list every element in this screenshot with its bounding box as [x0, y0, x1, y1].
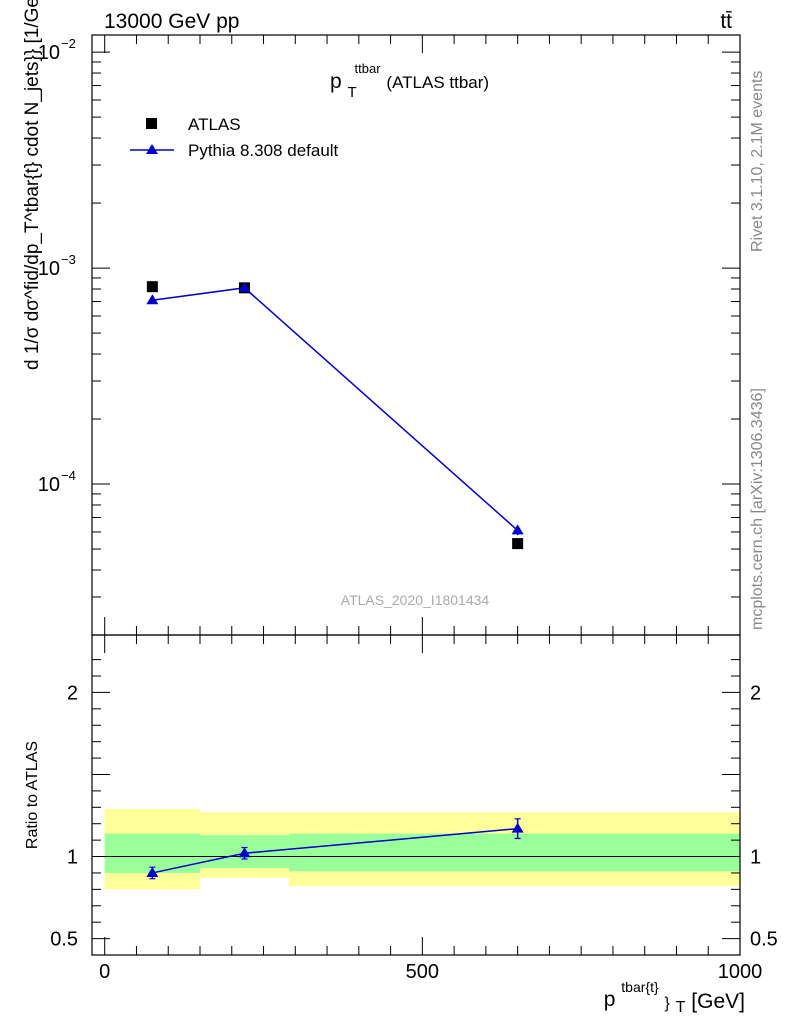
ratio-x-axis-ticks: 0 500 1000	[99, 635, 762, 983]
x-axis-label-sub2: T	[676, 999, 686, 1016]
legend-marker-pythia	[146, 144, 158, 154]
main-y-tick-exponent: −4	[61, 468, 76, 483]
x-axis-label-sub: }	[664, 995, 670, 1012]
atlas-point	[512, 538, 524, 550]
header-right-label: tt̄	[720, 10, 732, 33]
main-y-axis-label: d 1/σ dσ^fid/dp_T^tbar{t} cdot N_jets}} …	[22, 0, 43, 370]
main-title: p T ttbar (ATLAS ttbar)	[330, 55, 489, 102]
atlas-point	[146, 281, 158, 293]
ratio-pythia-point	[146, 866, 159, 877]
ratio-y-tick-label-left: 2	[67, 682, 78, 704]
rivet-version-label: Rivet 3.1.10, 2.1M events	[749, 71, 766, 252]
ratio-series-group	[146, 818, 524, 880]
legend-marker-atlas	[146, 118, 157, 129]
ratio-frame	[91, 634, 741, 956]
ratio-pythia-point	[511, 822, 524, 833]
main-y-tick-label: 10	[38, 42, 60, 64]
main-title-p: p	[330, 70, 342, 93]
legend: ATLAS Pythia 8.308 default	[130, 115, 339, 160]
ratio-uncertainty-bands	[104, 808, 740, 890]
ratio-y-axis-label: Ratio to ATLAS	[24, 741, 41, 849]
mcplots-site-label: mcplots.cern.ch [arXiv:1306.3436]	[749, 388, 766, 630]
legend-label-atlas: ATLAS	[188, 115, 241, 134]
main-y-axis-ticks: 10−210−310−4	[38, 36, 740, 636]
pythia-point	[238, 281, 251, 292]
legend-label-pythia: Pythia 8.308 default	[188, 141, 339, 160]
main-y-tick-label: 10	[38, 258, 60, 280]
ratio-panel: 0.5 0.5 1 1 2 2 0 500 1000 Ratio to ATLAS p tba…	[24, 634, 778, 1017]
main-y-tick-exponent: −3	[61, 252, 76, 267]
x-tick-label: 500	[406, 961, 439, 983]
x-tick-label: 1000	[718, 961, 763, 983]
ratio-y-tick-label-right: 2	[750, 682, 761, 704]
main-title-rest: (ATLAS ttbar)	[386, 73, 489, 92]
main-title-sup: ttbar	[355, 61, 382, 76]
main-title-sub: T	[348, 84, 357, 101]
pythia-point	[511, 524, 524, 535]
ratio-y-tick-label-left: 1	[67, 847, 78, 869]
ratio-y-axis-ticks: 0.5 0.5 1 1 2 2	[50, 659, 778, 951]
main-y-tick-label: 10	[38, 474, 60, 496]
header-left-label: 13000 GeV pp	[104, 10, 239, 33]
ratio-y-tick-label-right: 0.5	[750, 929, 778, 951]
ratio-y-tick-label-right: 1	[750, 847, 761, 869]
analysis-watermark: ATLAS_2020_I1801434	[341, 592, 490, 608]
main-y-tick-exponent: −2	[61, 36, 76, 51]
x-axis-label-sup: tbar{t}	[621, 979, 659, 995]
x-axis-label: p tbar{t} } T [GeV]	[604, 974, 745, 1017]
ratio-band-inner	[288, 833, 740, 872]
main-panel: 10−210−310−4 p T ttbar (ATLAS ttbar) ATL…	[22, 0, 741, 636]
x-axis-label-unit: [GeV]	[691, 990, 745, 1013]
pythia-line	[152, 287, 519, 531]
main-x-axis-ticks	[104, 35, 741, 635]
main-series-group	[146, 281, 524, 550]
x-axis-label-p: p	[604, 988, 616, 1011]
pythia-point	[146, 294, 159, 305]
x-tick-label: 0	[99, 961, 110, 983]
ratio-y-tick-label-left: 0.5	[50, 929, 78, 951]
ratio-plot-area	[91, 634, 741, 956]
ratio-pythia-point	[238, 847, 251, 858]
